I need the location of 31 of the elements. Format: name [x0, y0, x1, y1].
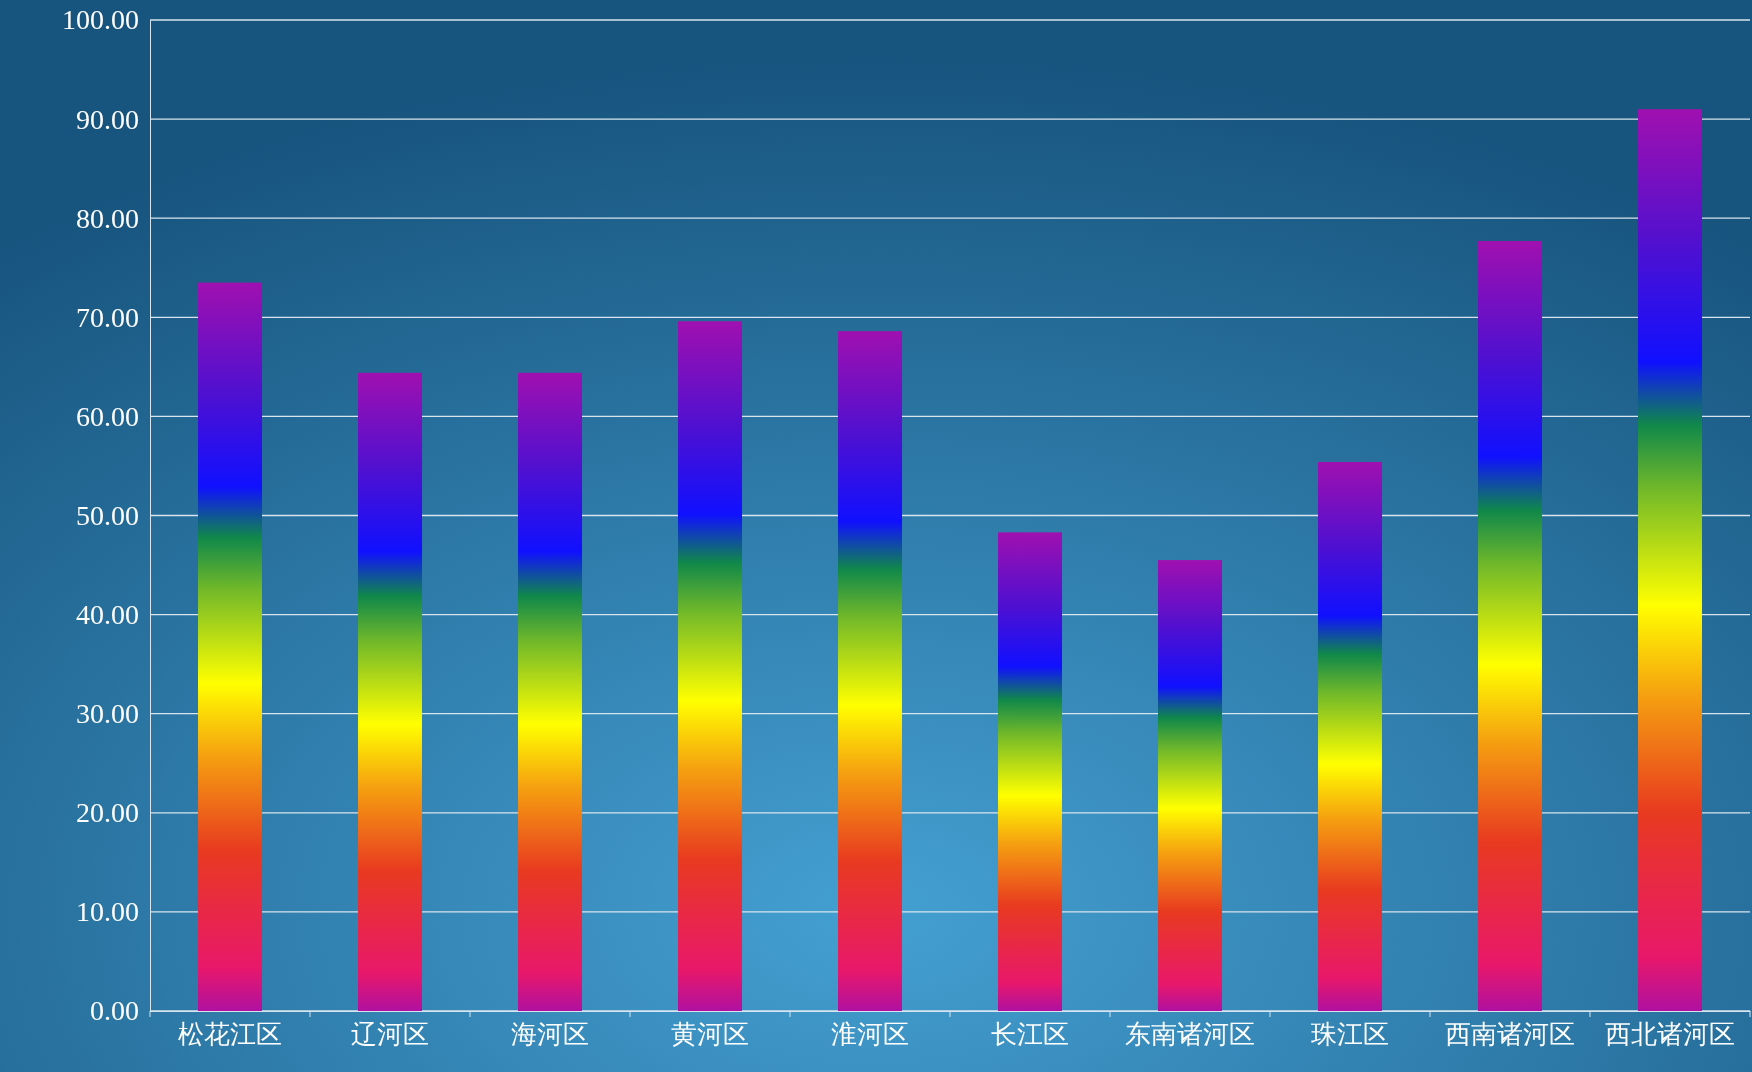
bar	[358, 372, 422, 1011]
x-tick-label: 西南诸河区	[1445, 1018, 1575, 1049]
bar	[198, 282, 262, 1011]
y-tick-label: 80.00	[76, 202, 139, 234]
x-tick-label: 西北诸河区	[1605, 1018, 1735, 1049]
x-tick-label: 珠江区	[1311, 1018, 1389, 1049]
x-tick-label: 长江区	[991, 1018, 1069, 1049]
x-tick-label: 黄河区	[671, 1018, 749, 1049]
bar	[838, 331, 902, 1011]
bar	[998, 532, 1062, 1011]
bar	[1158, 560, 1222, 1011]
bar	[1318, 461, 1382, 1011]
bar	[678, 321, 742, 1011]
y-tick-label: 20.00	[76, 797, 139, 829]
bar	[1638, 109, 1702, 1011]
x-tick-label: 松花江区	[178, 1018, 282, 1049]
y-tick-label: 30.00	[76, 698, 139, 730]
y-tick-label: 90.00	[76, 103, 139, 135]
y-tick-label: 50.00	[76, 499, 139, 531]
x-tick-label: 淮河区	[831, 1018, 909, 1049]
x-tick-label: 海河区	[511, 1018, 589, 1049]
y-tick-label: 10.00	[76, 896, 139, 928]
x-tick-label: 东南诸河区	[1125, 1018, 1255, 1049]
y-tick-label: 100.00	[62, 4, 139, 36]
x-tick-label: 辽河区	[351, 1018, 429, 1049]
y-tick-label: 70.00	[76, 301, 139, 333]
y-tick-label: 40.00	[76, 599, 139, 631]
y-tick-label: 60.00	[76, 400, 139, 432]
y-tick-label: 0.00	[90, 995, 139, 1027]
bar	[518, 372, 582, 1011]
bar	[1478, 240, 1542, 1011]
